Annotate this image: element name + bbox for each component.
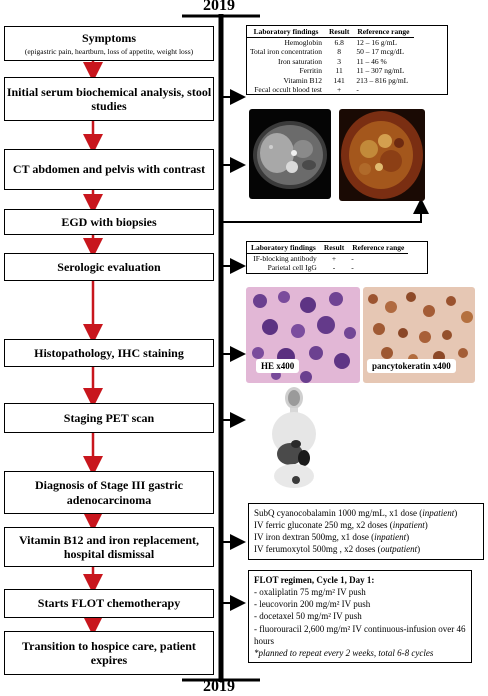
table-cell: Parietal cell IgG: [267, 263, 317, 273]
table-cell: 11: [335, 66, 343, 76]
step-title: Starts FLOT chemotherapy: [37, 596, 181, 611]
step-title: CT abdomen and pelvis with contrast: [12, 162, 206, 177]
pancytokeratin-stain-label: pancytokeratin x400: [367, 359, 456, 373]
note-line: IV iron dextran 500mg, x1 dose (inpatien…: [254, 531, 478, 543]
table-cell: -: [351, 254, 354, 263]
table-header: Result: [319, 242, 349, 254]
flot-line: - fluorouracil 2,600 mg/m² IV continuous…: [254, 623, 466, 646]
table-row: Parietal cell IgG - -: [247, 263, 408, 272]
lab-table-initial: Laboratory findings Result Reference ran…: [246, 25, 448, 96]
table-header: Reference range: [348, 242, 409, 254]
year-end-label: 2019: [203, 678, 235, 695]
table-cell: -: [332, 263, 336, 273]
table-cell: -: [356, 84, 359, 94]
table-cell: 213 – 816 pg/mL: [356, 75, 409, 85]
step-egd: EGD with biopsies: [4, 209, 214, 235]
step-symptoms: Symptoms (epigastric pain, heartburn, lo…: [4, 26, 214, 61]
lab-table-serology: Laboratory findings Result Reference ran…: [246, 241, 428, 274]
step-title: Transition to hospice care, patient expi…: [22, 638, 196, 667]
table-header: Reference range: [353, 26, 414, 38]
step-title: Staging PET scan: [63, 410, 155, 425]
step-title: EGD with biopsies: [61, 214, 157, 229]
step-diagnosis: Diagnosis of Stage III gastric adenocarc…: [4, 471, 214, 514]
note-line: IV ferumoxytol 500mg , x2 doses (outpati…: [254, 543, 478, 555]
table-cell: 50 – 17 mcg/dL: [356, 47, 405, 57]
ct-scan-image: [249, 109, 331, 199]
step-subtitle: (epigastric pain, heartburn, loss of app…: [24, 47, 194, 57]
flot-regimen-note: FLOT regimen, Cycle 1, Day 1: - oxalipla…: [248, 570, 472, 663]
step-title: Serologic evaluation: [57, 259, 161, 274]
note-setting: outpatient: [380, 544, 418, 555]
step-histopathology: Histopathology, IHC staining: [4, 339, 214, 367]
flot-footnote: *planned to repeat every 2 weeks, total …: [254, 647, 434, 658]
detail-arrow: [223, 198, 429, 223]
step-title: Diagnosis of Stage III gastric adenocarc…: [34, 478, 183, 507]
step-ct-scan: CT abdomen and pelvis with contrast: [4, 149, 214, 190]
flot-line: - leucovorin 200 mg/m² IV push: [254, 599, 371, 610]
table-cell: 8: [337, 47, 342, 57]
table-header: Laboratory findings: [247, 26, 325, 38]
table-row: IF-blocking antibody + -: [247, 254, 408, 264]
table-cell: 11 – 307 ng/mL: [356, 66, 405, 76]
pet-scan-image: [254, 384, 334, 494]
table-cell: 12 – 16 g/mL: [356, 38, 397, 47]
table-cell: +: [337, 84, 342, 94]
note-setting: inpatient: [374, 532, 407, 543]
note-text: ): [454, 508, 458, 518]
note-setting: inpatient: [422, 508, 455, 518]
note-text: IV ferric gluconate 250 mg, x2 doses (: [254, 520, 393, 531]
table-cell: +: [331, 254, 337, 263]
note-text: SubQ cyanocobalamin 1000 mg/mL, x1 dose …: [254, 508, 423, 518]
step-title: Histopathology, IHC staining: [34, 345, 184, 360]
note-text: ): [417, 544, 421, 555]
detail-arrows: [223, 89, 429, 611]
table-cell: Iron saturation: [278, 56, 322, 66]
table-row: Hemoglobin 6.8 12 – 16 g/mL: [247, 38, 414, 48]
flot-line: - oxaliplatin 75 mg/m² IV push: [254, 587, 366, 598]
table-cell: Hemoglobin: [284, 38, 322, 47]
table-row: Fecal occult blood test + -: [247, 85, 414, 94]
step-initial-analysis: Initial serum biochemical analysis, stoo…: [4, 77, 214, 121]
table-cell: 3: [337, 56, 342, 66]
table-cell: Fecal occult blood test: [254, 84, 322, 94]
step-title: Symptoms: [81, 30, 136, 45]
table-row: Vitamin B12 141 213 – 816 pg/mL: [247, 76, 414, 85]
table-cell: Ferritin: [299, 66, 322, 76]
table-cell: 11 – 46 %: [356, 56, 387, 66]
table-header: Laboratory findings: [247, 242, 320, 254]
table-cell: 6.8: [334, 38, 344, 47]
replacement-therapy-note: SubQ cyanocobalamin 1000 mg/mL, x1 dose …: [248, 503, 484, 560]
flot-line: - docetaxel 50 mg/m² IV push: [254, 611, 362, 622]
table-cell: Total iron concentration: [250, 47, 322, 57]
note-setting: inpatient: [392, 520, 425, 531]
note-text: ): [424, 520, 428, 531]
table-cell: 141: [333, 75, 345, 85]
table-row: Iron saturation 3 11 – 46 %: [247, 57, 414, 66]
step-replacement: Vitamin B12 and iron replacement, hospit…: [4, 527, 214, 567]
flot-heading: FLOT regimen, Cycle 1, Day 1:: [254, 575, 375, 585]
note-text: IV iron dextran 500mg, x1 dose (: [254, 532, 375, 543]
table-header: Result: [324, 26, 354, 38]
note-text: IV ferumoxytol 500mg , x2 doses (: [254, 544, 381, 555]
step-serologic: Serologic evaluation: [4, 253, 214, 281]
table-cell: -: [351, 263, 354, 273]
note-line: SubQ cyanocobalamin 1000 mg/mL, x1 dose …: [254, 507, 478, 519]
table-row: Ferritin 11 11 – 307 ng/mL: [247, 66, 414, 75]
table-row: Total iron concentration 8 50 – 17 mcg/dL: [247, 47, 414, 56]
he-stain-label: HE x400: [256, 359, 300, 373]
note-line: IV ferric gluconate 250 mg, x2 doses (in…: [254, 519, 478, 531]
year-start-label: 2019: [203, 0, 235, 14]
step-title: Vitamin B12 and iron replacement, hospit…: [18, 532, 200, 561]
table-cell: IF-blocking antibody: [253, 254, 317, 263]
step-flot: Starts FLOT chemotherapy: [4, 589, 214, 618]
step-title: Initial serum biochemical analysis, stoo…: [6, 84, 212, 113]
endoscopy-image: [339, 109, 425, 201]
step-hospice: Transition to hospice care, patient expi…: [4, 631, 214, 675]
table-cell: Vitamin B12: [283, 75, 322, 85]
step-pet-scan: Staging PET scan: [4, 403, 214, 433]
note-text: ): [406, 532, 410, 543]
